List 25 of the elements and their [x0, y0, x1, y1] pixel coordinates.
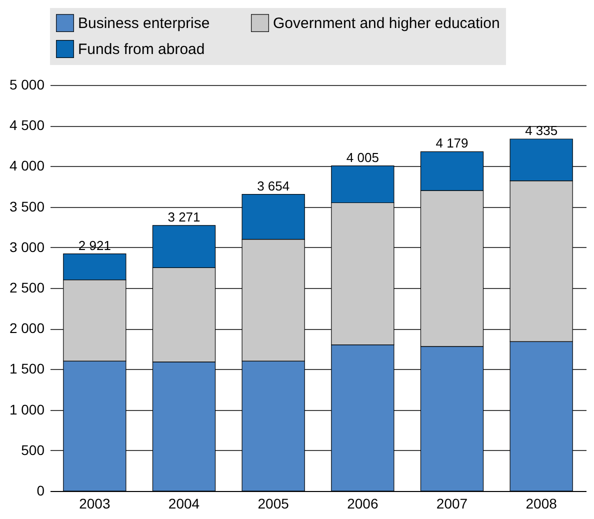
total-label: 4 335	[525, 123, 558, 138]
y-tick-label: 500	[21, 442, 45, 458]
y-tick-label: 2 500	[9, 280, 45, 296]
y-tick-label: 3 000	[9, 238, 45, 255]
y-tick-label: 0	[36, 482, 45, 498]
total-label: 3 654	[257, 178, 290, 194]
x-tick-label: 2007	[436, 496, 468, 512]
y-tick-label: 3 500	[9, 198, 45, 214]
y-tick-label: 1 000	[9, 401, 45, 418]
legend-label: Government and higher education	[273, 15, 500, 32]
total-label: 4 179	[436, 136, 468, 151]
legend-label: Business enterprise	[78, 15, 210, 32]
y-tick-label: 5 000	[9, 76, 45, 92]
y-tick-label: 2 000	[9, 320, 45, 336]
legend-label: Funds from abroad	[78, 41, 205, 58]
y-tick-label: 1 500	[9, 360, 45, 377]
x-tick-label: 2005	[258, 496, 290, 512]
total-label: 4 005	[346, 150, 379, 165]
x-tick-label: 2008	[526, 496, 558, 512]
x-tick-label: 2006	[347, 496, 378, 512]
y-tick-label: 4 000	[9, 158, 45, 174]
x-tick-label: 2003	[79, 496, 110, 512]
total-label: 3 271	[168, 209, 200, 224]
x-tick-label: 2004	[168, 496, 200, 512]
y-tick-label: 4 500	[9, 117, 45, 134]
